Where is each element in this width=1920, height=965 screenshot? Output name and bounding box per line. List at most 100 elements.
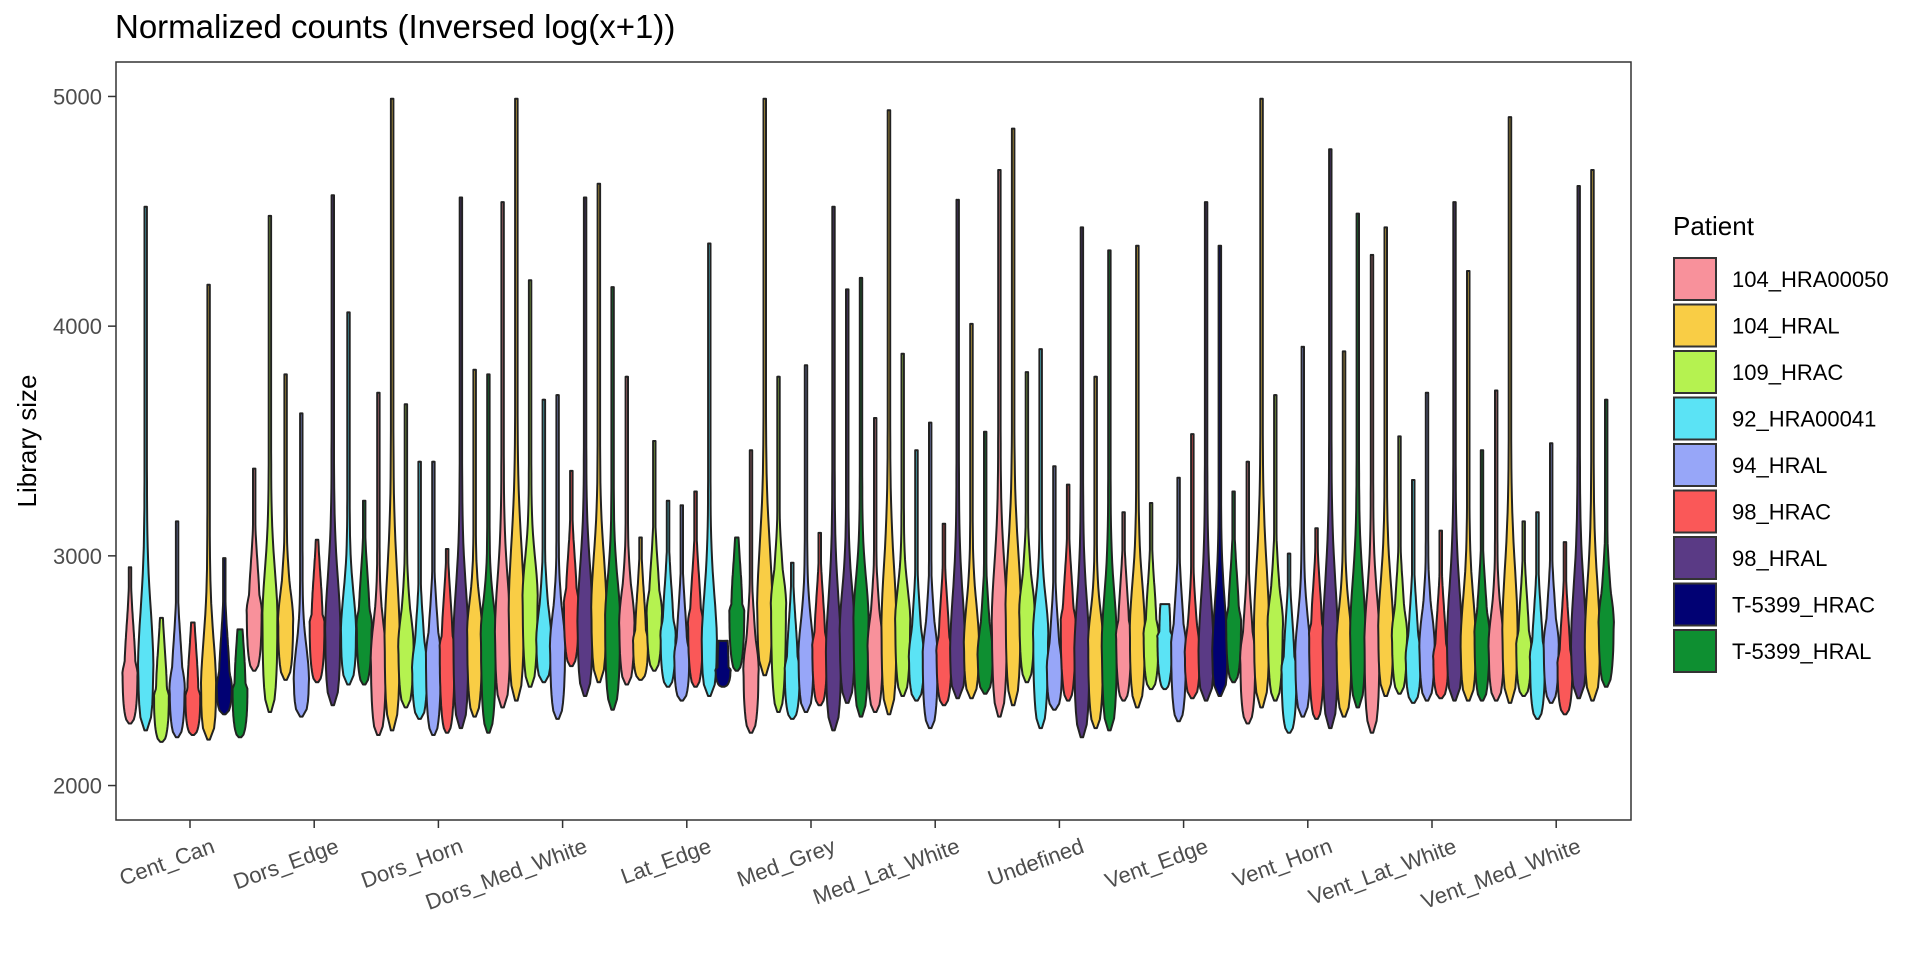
y-tick-label: 3000 xyxy=(53,544,102,569)
violin xyxy=(1197,201,1215,702)
violin xyxy=(369,391,388,737)
violin xyxy=(604,286,622,711)
violin xyxy=(1280,552,1298,734)
violin xyxy=(1018,371,1036,684)
violin xyxy=(355,499,373,686)
violin xyxy=(1445,201,1464,702)
legend-swatch xyxy=(1673,629,1717,673)
y-tick-label: 4000 xyxy=(53,314,102,339)
legend-title: Patient xyxy=(1673,211,1755,241)
violin xyxy=(714,639,732,688)
legend-label: 98_HRAC xyxy=(1732,500,1831,525)
violin xyxy=(1583,168,1602,702)
violin xyxy=(153,616,170,743)
violin xyxy=(231,628,249,739)
violin xyxy=(1556,541,1574,716)
y-axis: 2000 3000 4000 5000 xyxy=(53,84,116,799)
violin xyxy=(838,288,856,704)
violin xyxy=(921,421,939,730)
violin xyxy=(1570,185,1588,700)
violin xyxy=(1418,391,1436,702)
violin xyxy=(935,522,953,707)
x-tick-label: Vent_Edge xyxy=(1102,833,1212,893)
violin xyxy=(880,109,898,716)
violin xyxy=(245,467,263,672)
violin xyxy=(1501,116,1519,704)
violin xyxy=(548,394,567,720)
violin xyxy=(324,194,342,707)
y-axis-title: Library size xyxy=(12,375,42,508)
violin xyxy=(424,460,442,737)
violin xyxy=(686,490,705,688)
violin xyxy=(1404,479,1422,704)
violin xyxy=(866,417,884,714)
legend-swatch xyxy=(1673,582,1717,627)
violin xyxy=(962,322,981,700)
y-tick-label: 2000 xyxy=(53,774,102,799)
legend-label: 98_HRAL xyxy=(1732,546,1827,571)
violin xyxy=(1059,483,1077,702)
violin xyxy=(137,205,155,732)
legend-items: 104_HRA00050 104_HRAL 109_HRAC 92_HRA00041 9… xyxy=(1673,257,1889,673)
legend-swatch xyxy=(1673,443,1717,487)
violin xyxy=(1100,249,1119,732)
violin xyxy=(1528,511,1547,720)
violin xyxy=(1183,433,1201,700)
violin xyxy=(645,440,663,672)
violin xyxy=(783,561,801,720)
violin xyxy=(1142,502,1160,691)
violin xyxy=(438,547,456,734)
legend-swatch xyxy=(1673,303,1717,348)
violin xyxy=(590,182,608,684)
violin xyxy=(493,201,512,709)
violin xyxy=(277,373,295,681)
x-tick-label: Lat_Edge xyxy=(617,833,714,889)
violin xyxy=(479,373,498,734)
violin xyxy=(1308,527,1326,720)
violin xyxy=(1045,465,1063,711)
violin xyxy=(168,520,186,739)
violin xyxy=(383,97,401,732)
legend-label: 104_HRA00050 xyxy=(1732,267,1889,292)
violin xyxy=(1321,148,1339,730)
legend-swatch xyxy=(1673,489,1717,534)
violin xyxy=(1087,375,1105,730)
violin xyxy=(907,449,926,702)
violin xyxy=(576,196,594,697)
violin xyxy=(1225,490,1243,684)
violin xyxy=(1377,226,1395,697)
violin xyxy=(824,205,843,732)
violin xyxy=(852,276,870,718)
violin xyxy=(728,536,746,672)
violin xyxy=(1335,350,1353,718)
violin xyxy=(1542,442,1560,704)
violin xyxy=(700,242,718,697)
violin xyxy=(507,97,525,702)
legend-swatch xyxy=(1673,257,1717,301)
violin-layer xyxy=(121,97,1615,743)
violin xyxy=(1032,348,1050,730)
violin xyxy=(1487,389,1505,702)
violin xyxy=(397,403,415,709)
violin xyxy=(659,499,677,688)
violin xyxy=(1211,244,1229,697)
violin xyxy=(976,430,994,695)
violin xyxy=(1432,529,1450,700)
violin xyxy=(949,198,967,700)
violin xyxy=(339,311,358,686)
x-tick-label: Cent_Can xyxy=(116,833,218,890)
legend-swatch xyxy=(1673,536,1717,580)
violin xyxy=(1156,603,1174,691)
legend-label: 109_HRAC xyxy=(1732,360,1843,385)
violin xyxy=(466,368,484,718)
legend-label: 104_HRAL xyxy=(1732,314,1840,339)
legend-label: T-5399_HRAL xyxy=(1732,639,1871,664)
violin xyxy=(1239,460,1257,725)
legend-label: 92_HRA00041 xyxy=(1732,407,1876,432)
violin xyxy=(673,504,691,702)
violin xyxy=(200,283,218,741)
violin xyxy=(411,460,429,720)
violin xyxy=(742,449,760,734)
violin xyxy=(215,557,233,716)
violin xyxy=(308,538,326,684)
